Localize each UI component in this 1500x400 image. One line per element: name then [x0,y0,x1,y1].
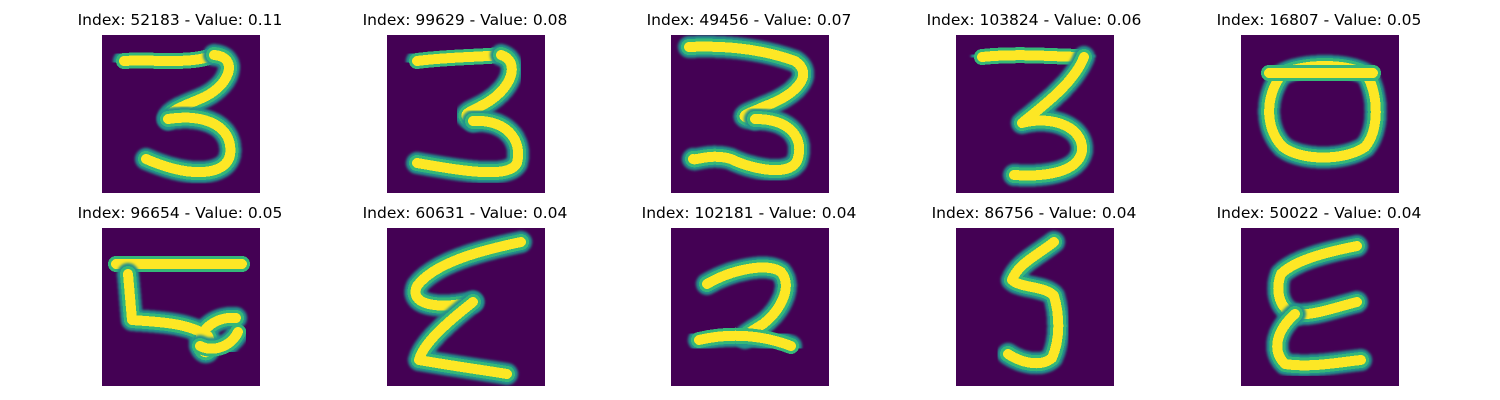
panel-title: Index: 102181 - Value: 0.04 [641,204,857,222]
digit-image [387,35,545,193]
image-panel: Index: 103824 - Value: 0.06 [884,0,1184,193]
image-panel: Index: 52183 - Value: 0.11 [30,0,330,193]
digit-image [671,228,829,386]
image-panel: Index: 99629 - Value: 0.08 [315,0,615,193]
panel-title: Index: 96654 - Value: 0.05 [77,204,283,222]
panel-title: Index: 99629 - Value: 0.08 [362,11,568,29]
image-panel: Index: 16807 - Value: 0.05 [1169,0,1469,193]
image-panel: Index: 60631 - Value: 0.04 [315,193,615,386]
digit-image [387,228,545,386]
panel-title: Index: 50022 - Value: 0.04 [1216,204,1422,222]
image-panel: Index: 96654 - Value: 0.05 [30,193,330,386]
digit-image [102,228,260,386]
digit-image [1241,35,1399,193]
image-panel: Index: 50022 - Value: 0.04 [1169,193,1469,386]
digit-image [1241,228,1399,386]
panel-title: Index: 49456 - Value: 0.07 [646,11,852,29]
panel-title: Index: 86756 - Value: 0.04 [931,204,1137,222]
digit-image [956,35,1114,193]
panel-title: Index: 52183 - Value: 0.11 [77,11,283,29]
image-panel: Index: 86756 - Value: 0.04 [884,193,1184,386]
digit-image [102,35,260,193]
digit-image [956,228,1114,386]
panel-title: Index: 16807 - Value: 0.05 [1216,11,1422,29]
image-panel: Index: 102181 - Value: 0.04 [599,193,899,386]
panel-title: Index: 60631 - Value: 0.04 [362,204,568,222]
panel-title: Index: 103824 - Value: 0.06 [926,11,1142,29]
image-panel: Index: 49456 - Value: 0.07 [599,0,899,193]
digit-image [671,35,829,193]
